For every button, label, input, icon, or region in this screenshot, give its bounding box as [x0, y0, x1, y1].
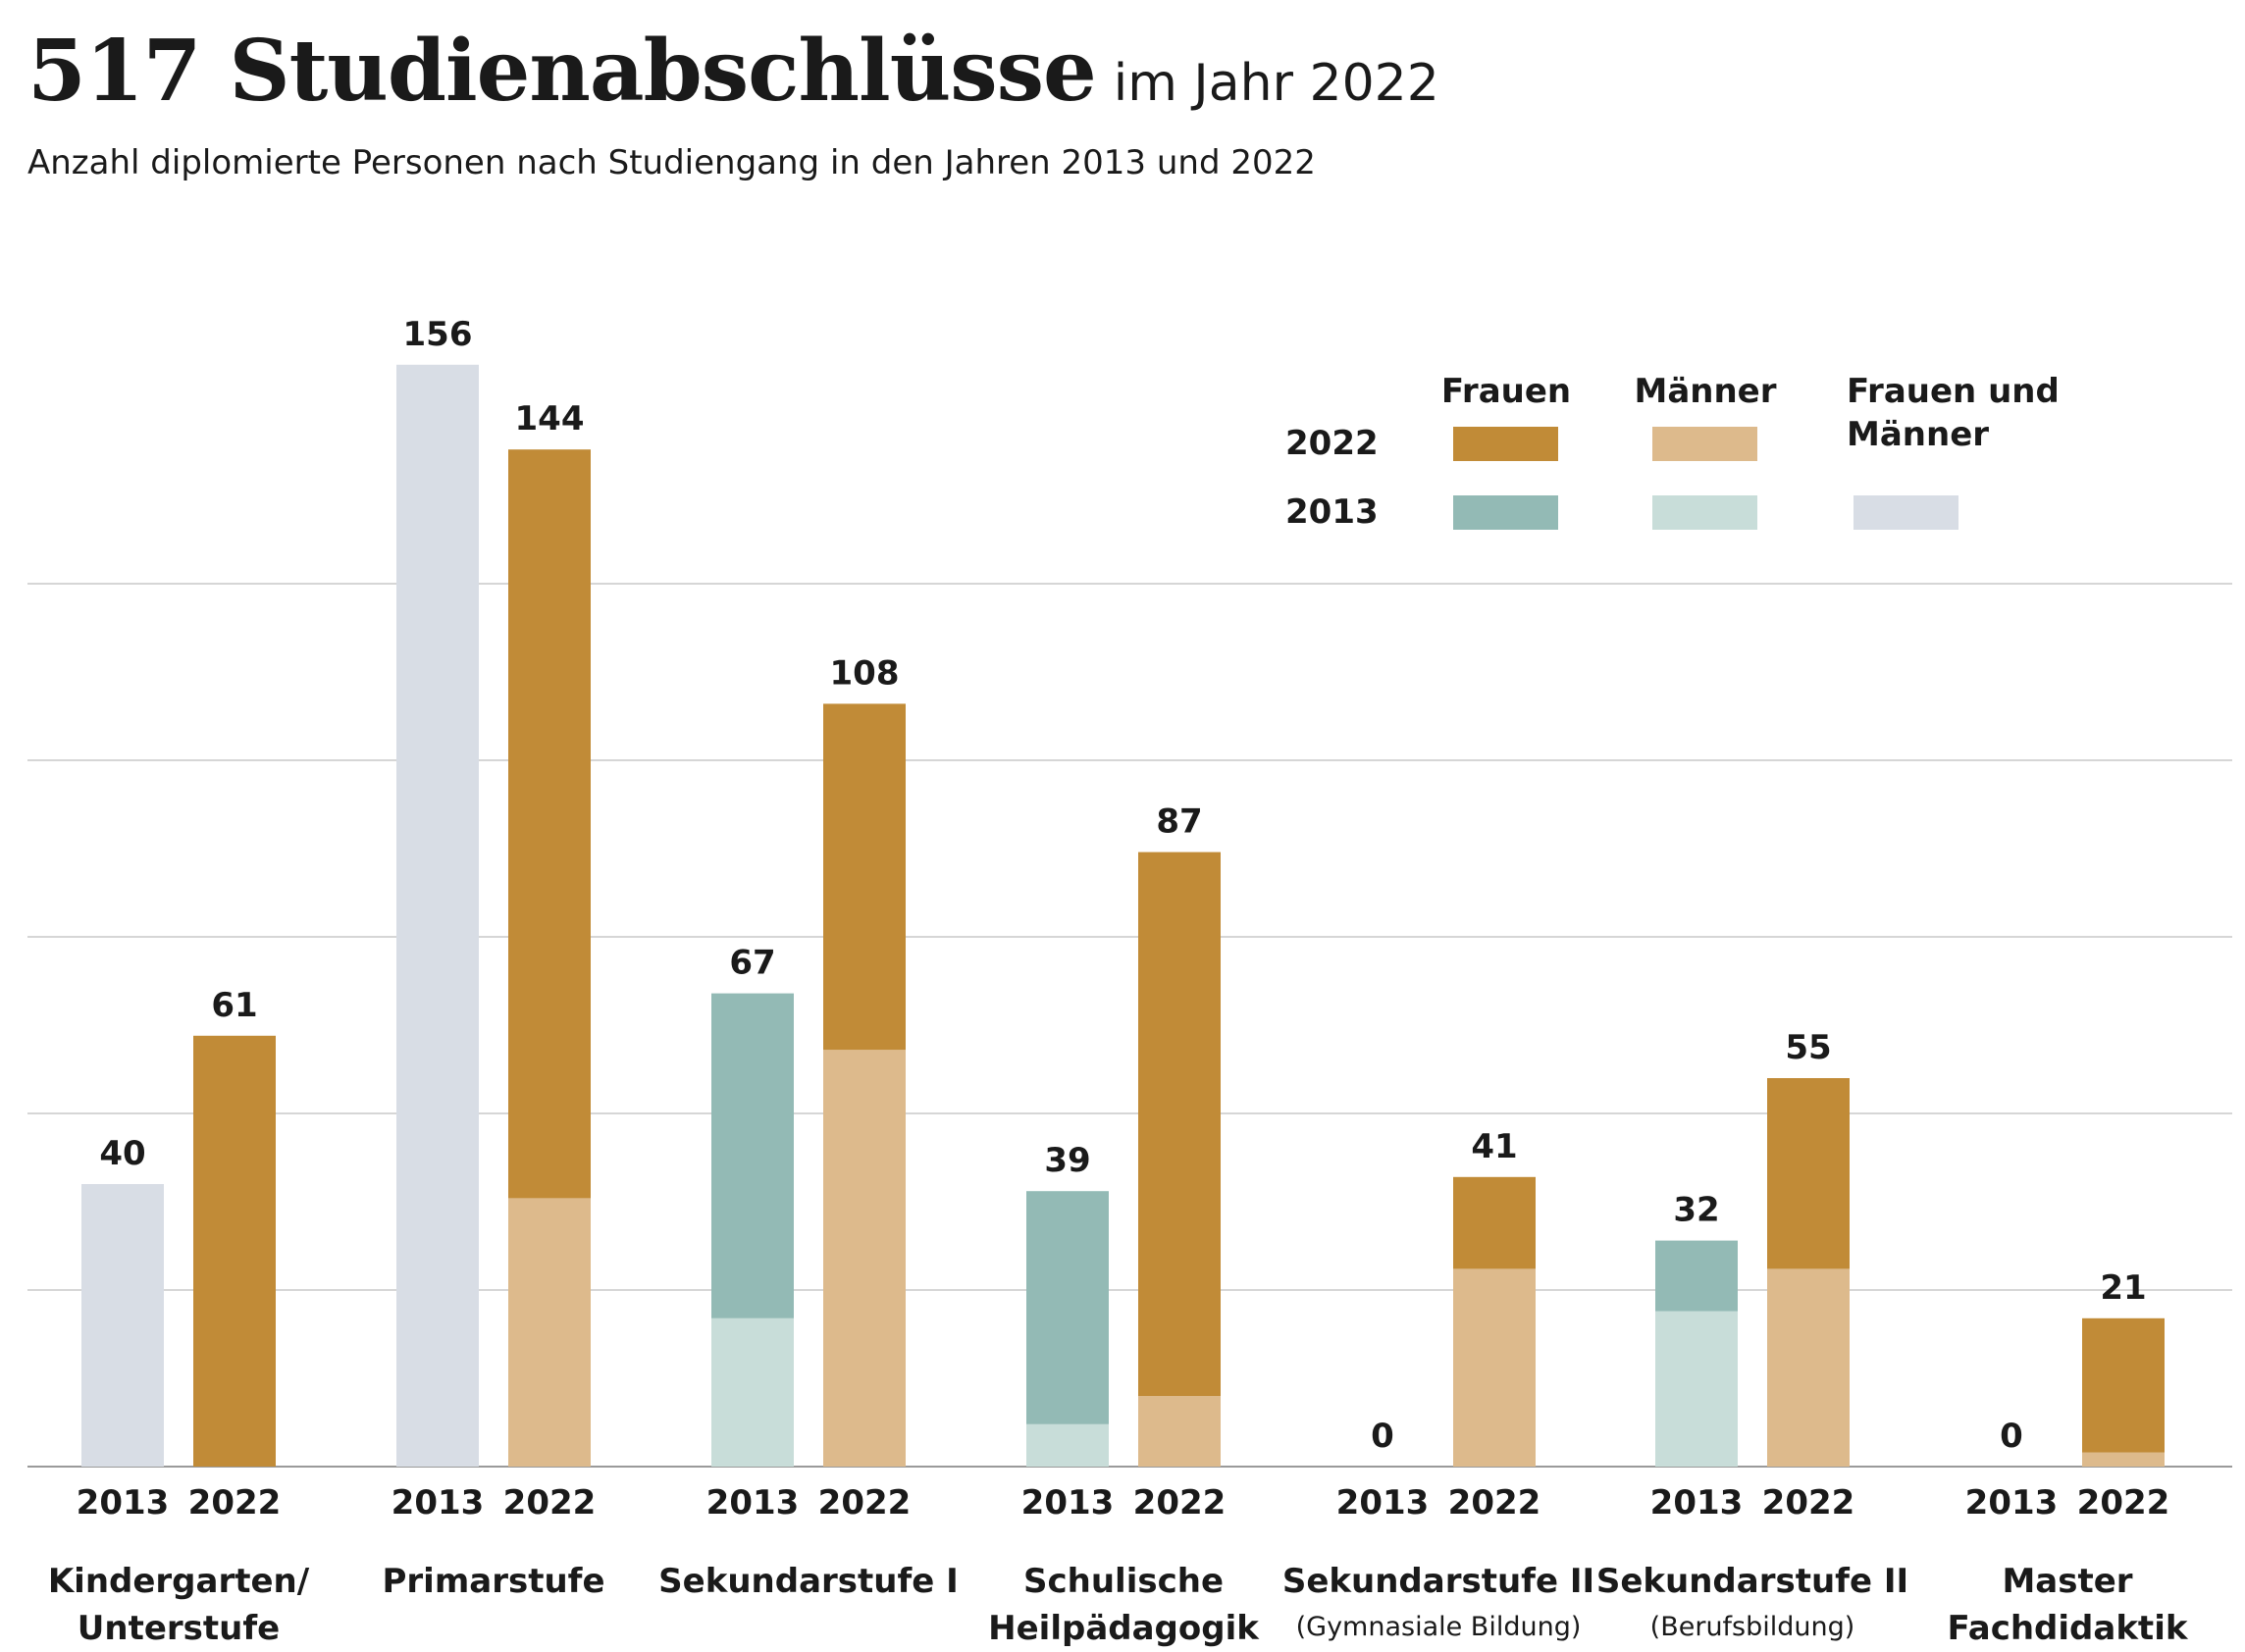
value-label-2013-cat1: 156	[403, 315, 473, 354]
category-sublabel-cat5: (Berufsbildung)	[1650, 1612, 1855, 1642]
year-label-2013-cat4: 2013	[1336, 1483, 1430, 1523]
year-label-2022-cat5: 2022	[1762, 1483, 1855, 1523]
category-label-cat4-line0: Sekundarstufe II	[1282, 1562, 1594, 1601]
legend-swatch-frauen-2013	[1453, 495, 1558, 530]
category-label-cat3-line0: Schulische	[1023, 1562, 1224, 1601]
bar-frauen-2013-cat2	[711, 993, 794, 1318]
legend: Frauen Männer Frauen und Männer 2022 2013	[1285, 372, 2060, 532]
value-label-2013-cat3: 39	[1044, 1141, 1090, 1180]
legend-row-2013: 2013	[1285, 492, 1379, 532]
category-label-cat6-line0: Master	[2002, 1562, 2132, 1601]
value-label-2013-cat0: 40	[99, 1134, 145, 1173]
bar-frauen-2022-cat1	[508, 449, 591, 1199]
year-label-2022-cat2: 2022	[818, 1483, 912, 1523]
year-label-2022-cat4: 2022	[1448, 1483, 1541, 1523]
chart-title: 517 Studienabschlüsse	[27, 22, 1097, 121]
bar-maenner-2013-cat3	[1026, 1423, 1109, 1467]
bar-frauen-2013-cat3	[1026, 1191, 1109, 1424]
bar-total-2013-cat1	[396, 364, 479, 1467]
value-label-2013-cat6: 0	[2000, 1417, 2023, 1456]
legend-swatch-maenner-2013	[1652, 495, 1757, 530]
bars	[81, 364, 2165, 1467]
bar-frauen-2022-cat0	[193, 1035, 276, 1467]
legend-head-maenner: Männer	[1634, 372, 1776, 411]
legend-swatch-total-2013	[1853, 495, 1958, 530]
category-label-cat1-line0: Primarstufe	[382, 1562, 604, 1601]
value-label-2022-cat2: 108	[830, 653, 900, 693]
labels: 40 2013 61 2022 Kindergarten/Unterstufe 156 20…	[48, 315, 2189, 1648]
bar-maenner-2022-cat4	[1453, 1268, 1536, 1467]
legend-head-total-line2: Männer	[1847, 415, 1989, 454]
chart-title-block: 517 Studienabschlüsse im Jahr 2022	[27, 22, 1439, 121]
bar-total-2013-cat0	[81, 1184, 164, 1467]
bar-frauen-2022-cat6	[2082, 1317, 2165, 1453]
year-label-2013-cat1: 2013	[392, 1483, 485, 1523]
value-label-2022-cat4: 41	[1471, 1127, 1517, 1166]
year-label-2013-cat6: 2013	[1965, 1483, 2059, 1523]
bar-frauen-2022-cat2	[823, 703, 906, 1051]
chart-title-suffix: im Jahr 2022	[1113, 54, 1439, 113]
category-sublabel-cat4: (Gymnasiale Bildung)	[1296, 1612, 1582, 1642]
value-label-2022-cat1: 144	[515, 399, 585, 439]
year-label-2013-cat2: 2013	[706, 1483, 800, 1523]
legend-head-total-line1: Frauen und	[1847, 372, 2060, 411]
value-label-2022-cat5: 55	[1785, 1028, 1831, 1067]
year-label-2022-cat0: 2022	[188, 1483, 282, 1523]
bar-frauen-2022-cat5	[1767, 1078, 1850, 1269]
legend-swatch-frauen-2022	[1453, 427, 1558, 461]
bar-maenner-2022-cat6	[2082, 1452, 2165, 1467]
category-label-cat6-line1: Fachdidaktik	[1948, 1609, 2189, 1648]
year-label-2013-cat3: 2013	[1021, 1483, 1115, 1523]
category-label-cat2-line0: Sekundarstufe I	[658, 1562, 959, 1601]
category-label-cat3-line1: Heilpädagogik	[988, 1609, 1260, 1648]
category-label-cat0-line0: Kindergarten/	[48, 1562, 310, 1601]
year-label-2013-cat0: 2013	[77, 1483, 170, 1523]
bar-maenner-2022-cat2	[823, 1050, 906, 1467]
category-label-cat5-line0: Sekundarstufe II	[1596, 1562, 1908, 1601]
year-label-2013-cat5: 2013	[1650, 1483, 1744, 1523]
bar-maenner-2022-cat1	[508, 1198, 591, 1467]
bar-maenner-2013-cat5	[1655, 1311, 1738, 1467]
value-label-2022-cat6: 21	[2100, 1268, 2146, 1308]
category-label-cat0-line1: Unterstufe	[78, 1609, 280, 1648]
year-label-2022-cat1: 2022	[503, 1483, 597, 1523]
value-label-2022-cat0: 61	[211, 986, 257, 1025]
value-label-2013-cat2: 67	[729, 944, 775, 983]
legend-row-2022: 2022	[1285, 424, 1379, 463]
year-label-2022-cat3: 2022	[1133, 1483, 1227, 1523]
bar-maenner-2013-cat2	[711, 1317, 794, 1467]
bar-frauen-2022-cat4	[1453, 1176, 1536, 1269]
year-label-2022-cat6: 2022	[2077, 1483, 2170, 1523]
chart-subtitle: Anzahl diplomierte Personen nach Studien…	[27, 143, 1316, 182]
value-label-2013-cat4: 0	[1371, 1417, 1394, 1456]
bar-maenner-2022-cat3	[1138, 1396, 1221, 1467]
bar-frauen-2022-cat3	[1138, 852, 1221, 1396]
bar-maenner-2022-cat5	[1767, 1268, 1850, 1467]
legend-swatch-maenner-2022	[1652, 427, 1757, 461]
gridlines	[27, 583, 2232, 1468]
legend-head-frauen: Frauen	[1441, 372, 1571, 411]
bar-frauen-2013-cat5	[1655, 1240, 1738, 1312]
value-label-2013-cat5: 32	[1673, 1191, 1719, 1230]
value-label-2022-cat3: 87	[1156, 802, 1202, 842]
